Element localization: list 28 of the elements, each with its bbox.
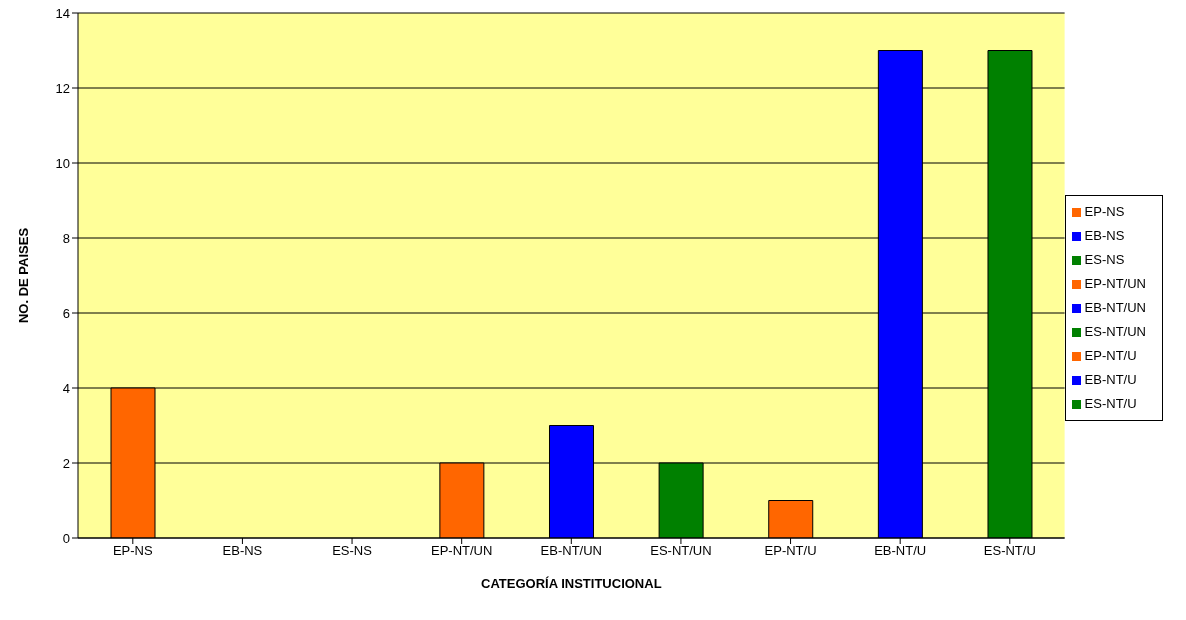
y-tick-label: 10 bbox=[55, 155, 70, 171]
legend-label: EB-NT/U bbox=[1084, 372, 1137, 387]
y-axis-title: NO. DE PAISES bbox=[15, 227, 31, 324]
legend-label: EP-NT/UN bbox=[1084, 276, 1146, 291]
x-axis-title: CATEGORÍA INSTITUCIONAL bbox=[481, 576, 662, 591]
legend-label: EB-NS bbox=[1084, 228, 1125, 243]
x-tick-label: ES-NS bbox=[332, 543, 373, 559]
y-tick-label: 0 bbox=[62, 530, 70, 546]
legend-label: EP-NT/U bbox=[1084, 348, 1137, 363]
legend-label: EP-NS bbox=[1084, 204, 1125, 219]
legend-label: ES-NT/U bbox=[1084, 396, 1137, 411]
y-tick-label: 2 bbox=[62, 455, 70, 471]
legend-label: EB-NT/UN bbox=[1084, 300, 1146, 315]
y-tick-label: 4 bbox=[62, 380, 70, 396]
x-tick-label: EP-NT/UN bbox=[430, 543, 493, 559]
x-tick-label: EB-NT/U bbox=[874, 543, 927, 559]
x-tick-label: EP-NS bbox=[112, 543, 153, 559]
x-tick-label: EP-NT/U bbox=[764, 543, 817, 559]
x-tick-label: EB-NS bbox=[222, 543, 263, 559]
y-tick-label: 14 bbox=[55, 5, 70, 21]
y-tick-label: 6 bbox=[62, 305, 70, 321]
x-tick-label: EB-NT/UN bbox=[540, 543, 602, 559]
legend-label: ES-NT/UN bbox=[1084, 324, 1146, 339]
x-tick-label: ES-NT/U bbox=[983, 543, 1036, 559]
legend-label: ES-NS bbox=[1084, 252, 1125, 267]
y-tick-label: 12 bbox=[55, 80, 70, 96]
x-tick-label: ES-NT/UN bbox=[650, 543, 712, 559]
y-tick-label: 8 bbox=[62, 230, 70, 246]
